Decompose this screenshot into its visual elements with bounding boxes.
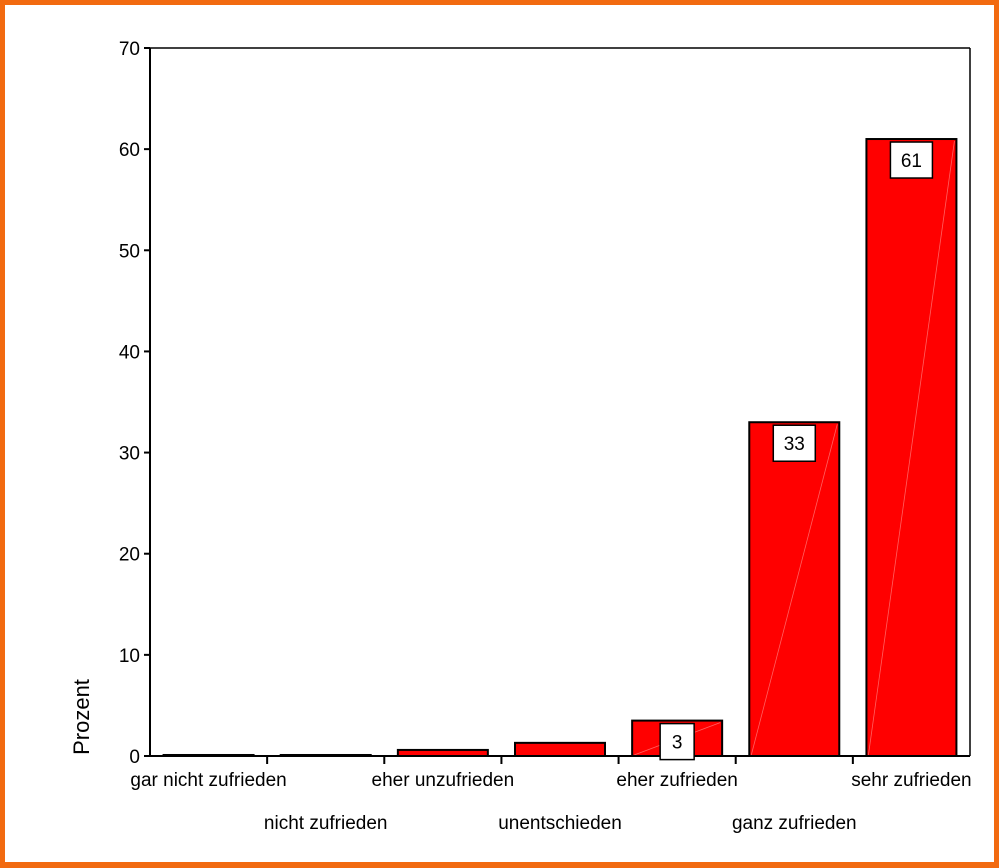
data-label-box-6 <box>772 424 817 462</box>
x-category-label-3: eher unzufrieden <box>372 770 515 791</box>
y-tick-label-70: 70 <box>119 39 140 60</box>
x-category-label-5: eher zufrieden <box>616 770 737 791</box>
y-tick-label-0: 0 <box>129 747 140 768</box>
bar-sheen-7 <box>868 140 955 756</box>
y-tick-label-10: 10 <box>119 646 140 667</box>
x-category-label-6: ganz zufrieden <box>732 813 857 834</box>
x-category-label-4: unentschieden <box>498 813 622 834</box>
y-tick-label-50: 50 <box>119 241 140 262</box>
data-label-7: 61 <box>901 151 922 172</box>
x-category-label-2: nicht zufrieden <box>264 813 388 834</box>
data-label-box-5 <box>659 722 695 761</box>
data-label-box-7 <box>889 141 934 179</box>
x-category-label-7: sehr zufrieden <box>851 770 971 791</box>
data-label-5: 3 <box>672 733 683 754</box>
y-tick-label-40: 40 <box>119 342 140 363</box>
y-tick-label-30: 30 <box>119 444 140 465</box>
data-label-6: 33 <box>784 434 805 455</box>
bar-chart: 0 10 20 30 40 50 60 70 gar nicht zufrieden nicht … <box>69 39 972 834</box>
y-tick-label-20: 20 <box>119 545 140 566</box>
bar-sheen-6 <box>750 424 838 756</box>
y-axis-title: Prozent <box>69 679 94 755</box>
x-category-label-1: gar nicht zufrieden <box>130 770 286 791</box>
bar-4 <box>514 741 606 758</box>
y-tick-label-60: 60 <box>119 140 140 161</box>
